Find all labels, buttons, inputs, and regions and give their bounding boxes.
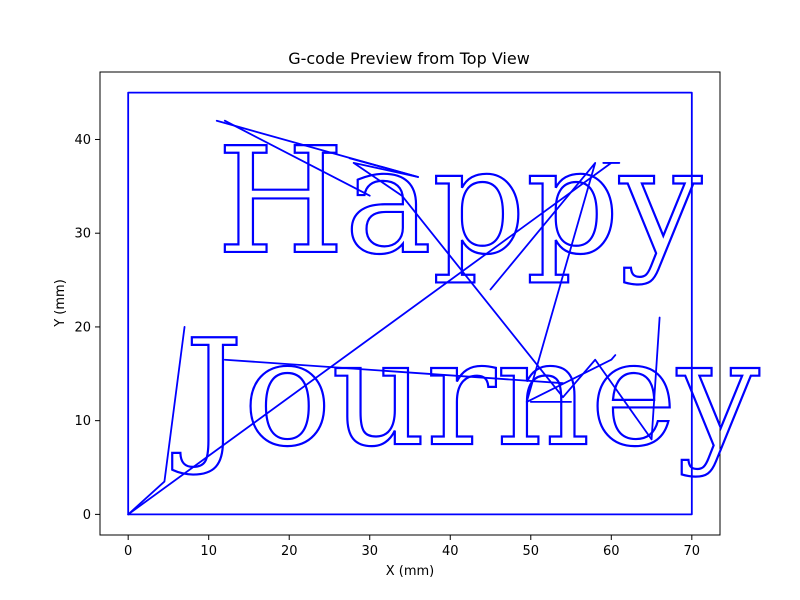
x-tick-label: 60 — [603, 544, 620, 559]
toolpath-line-0 — [127, 91, 693, 516]
toolpath-text-1: Journey — [172, 308, 760, 479]
chart-title: G-code Preview from Top View — [288, 49, 530, 68]
toolpath-line-1 — [127, 326, 186, 516]
y-axis-ticks: 0 10 20 30 40 — [74, 133, 100, 523]
y-tick-label: 40 — [74, 133, 91, 148]
y-tick-label: 20 — [74, 320, 91, 335]
plot-area — [99, 71, 721, 536]
toolpath-line-4 — [223, 358, 564, 385]
x-axis-ticks: 0 10 20 30 40 50 60 70 — [124, 535, 700, 559]
y-tick-label: 10 — [74, 414, 91, 429]
toolpath-line-6 — [348, 157, 419, 178]
y-tick-label: 0 — [83, 508, 91, 523]
x-tick-label: 50 — [523, 544, 540, 559]
y-axis-label: Y (mm) — [53, 279, 68, 328]
x-tick-label: 40 — [442, 544, 459, 559]
toolpath-line-2 — [127, 162, 621, 516]
toolpath-text-0: Happy — [217, 116, 703, 287]
y-tick-label: 30 — [74, 227, 91, 242]
x-tick-label: 70 — [684, 544, 701, 559]
x-tick-label: 0 — [124, 544, 132, 559]
x-tick-label: 30 — [361, 544, 378, 559]
toolpath-line-7 — [223, 119, 371, 197]
plot-content: Happy Journey — [127, 91, 761, 516]
x-axis-label: X (mm) — [386, 564, 435, 579]
x-tick-label: 20 — [281, 544, 298, 559]
toolpath-line-5 — [489, 162, 617, 403]
x-tick-label: 10 — [200, 544, 217, 559]
